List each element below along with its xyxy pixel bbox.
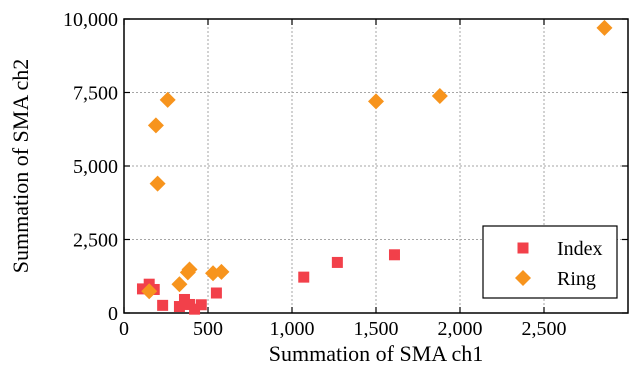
ring-point [431, 88, 448, 105]
legend: Index Ring [482, 225, 618, 299]
ring-point [159, 91, 176, 108]
ring-point [141, 283, 158, 300]
y-tick-label: 10,000 [63, 9, 118, 31]
index-point [388, 249, 400, 261]
ring-point [171, 276, 188, 293]
data-points [136, 19, 613, 315]
x-tick-label: 2,500 [522, 318, 567, 340]
x-tick-label: 1,000 [270, 318, 315, 340]
x-axis-label: Summation of SMA ch1 [269, 341, 484, 366]
y-tick-labels: 0 2,500 5,000 7,500 10,000 [63, 9, 118, 325]
y-tick-label: 7,500 [73, 83, 118, 105]
series-ring [141, 19, 613, 300]
legend-marker-index [517, 242, 529, 254]
index-point [136, 283, 148, 295]
index-point [210, 287, 222, 299]
x-tick-label: 2,000 [438, 318, 483, 340]
index-point [298, 271, 310, 283]
ring-point [368, 93, 384, 110]
index-point [189, 303, 201, 315]
legend-label-ring: Ring [557, 268, 596, 290]
x-tick-labels: 0 500 1,000 1,500 2,000 2,500 [119, 318, 567, 340]
legend-label-index: Index [557, 238, 603, 260]
legend-marker-ring [515, 270, 531, 286]
ring-point [213, 263, 230, 280]
index-point [173, 301, 185, 313]
y-axis-label: Summation of SMA ch2 [8, 59, 33, 274]
x-tick-label: 0 [119, 318, 129, 340]
ring-point [149, 175, 166, 192]
ring-point [181, 261, 198, 278]
legend-box [482, 225, 618, 299]
index-point [195, 299, 207, 311]
ring-point [596, 19, 613, 36]
y-tick-label: 0 [108, 303, 118, 325]
index-point [157, 299, 169, 311]
index-point [331, 256, 343, 268]
x-tick-label: 500 [193, 318, 223, 340]
y-tick-label: 2,500 [73, 230, 118, 252]
axis-ticks [123, 18, 628, 314]
ring-point [147, 117, 164, 134]
x-tick-label: 1,500 [354, 318, 399, 340]
y-tick-label: 5,000 [73, 156, 118, 178]
